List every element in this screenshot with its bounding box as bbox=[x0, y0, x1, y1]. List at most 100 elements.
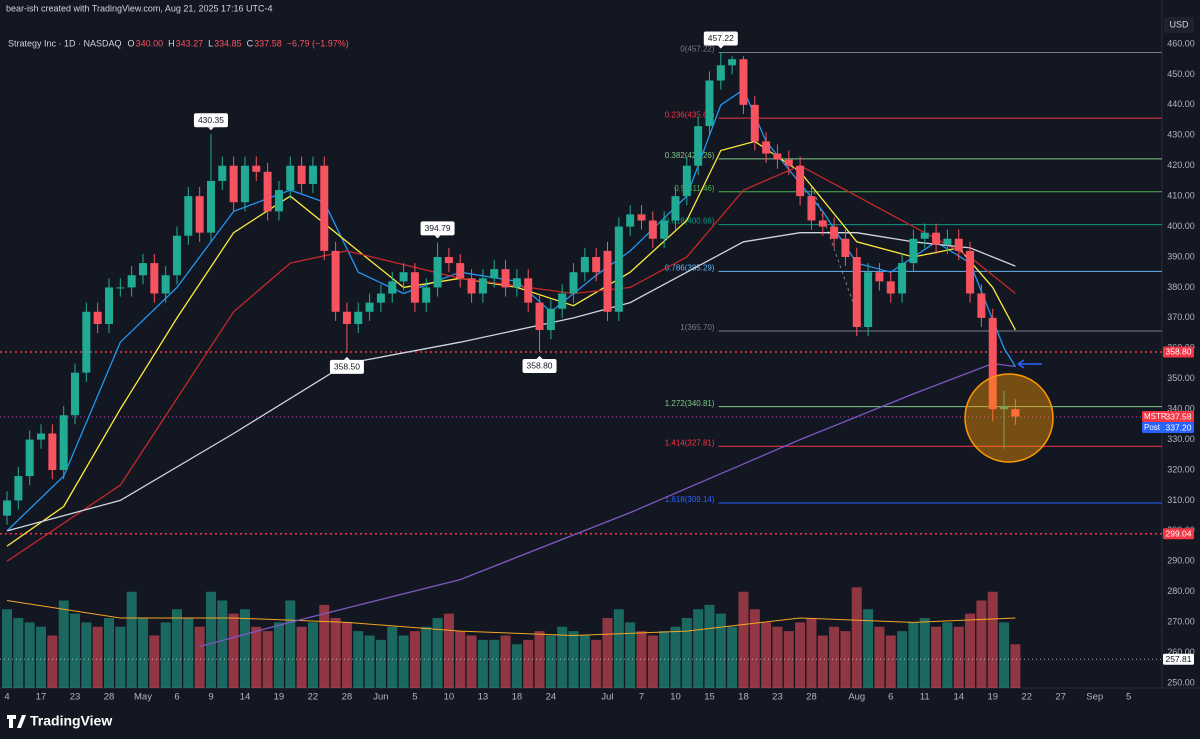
volume-bar bbox=[987, 591, 998, 688]
candle-body bbox=[161, 275, 170, 294]
callout-pointer bbox=[434, 235, 441, 239]
volume-bar bbox=[693, 609, 704, 688]
x-tick-label: 18 bbox=[512, 692, 523, 703]
moving-average bbox=[6, 140, 1016, 547]
volume-bar bbox=[319, 604, 330, 688]
x-tick-label: 28 bbox=[806, 692, 817, 703]
highlight-circle bbox=[964, 373, 1054, 463]
candle-body bbox=[127, 275, 136, 288]
volume-bar bbox=[704, 604, 715, 688]
volume-bar bbox=[398, 635, 409, 688]
callout-box bbox=[703, 31, 738, 46]
callout-box bbox=[193, 113, 228, 128]
y-tick-label: 340.00 bbox=[1167, 404, 1195, 414]
logo-text: TradingView bbox=[30, 713, 112, 729]
candle-body bbox=[660, 220, 669, 239]
candle-body bbox=[762, 141, 771, 154]
fib-label: 0.618(400.66) bbox=[665, 217, 715, 226]
volume-bar bbox=[817, 635, 828, 688]
volume-bar bbox=[625, 622, 636, 688]
candle-body bbox=[728, 59, 737, 66]
callout-pointer bbox=[207, 127, 214, 131]
x-tick-label: Sep bbox=[1086, 692, 1103, 703]
volume-bar bbox=[523, 639, 534, 688]
price-tag bbox=[1163, 346, 1194, 358]
volume-bar bbox=[330, 618, 341, 688]
volume-bar bbox=[965, 613, 976, 688]
volume-bar bbox=[92, 626, 103, 688]
fib-label: 0(457.22) bbox=[680, 45, 715, 54]
volume-bar bbox=[681, 618, 692, 688]
legend-key: C bbox=[247, 38, 254, 48]
x-tick-label: 7 bbox=[639, 692, 644, 703]
price-tag-label: 337.58 bbox=[1166, 411, 1192, 421]
volume-bar bbox=[285, 600, 296, 688]
candle-body bbox=[648, 220, 657, 239]
callout-label: 457.22 bbox=[708, 33, 734, 43]
candle-body bbox=[988, 317, 997, 410]
candle-body bbox=[478, 278, 487, 294]
volume-bar bbox=[477, 639, 488, 688]
volume-bar bbox=[761, 622, 772, 688]
volume-bar bbox=[307, 622, 318, 688]
x-tick-label: 18 bbox=[738, 692, 749, 703]
y-tick-label: 320.00 bbox=[1167, 464, 1195, 474]
x-tick-label: 17 bbox=[36, 692, 47, 703]
candle-body bbox=[932, 232, 941, 245]
legend-change: −6.79 (−1.97%) bbox=[287, 38, 349, 48]
x-tick-label: 15 bbox=[704, 692, 715, 703]
candle-body bbox=[875, 272, 884, 282]
arrow bbox=[1017, 359, 1042, 369]
volume-bar bbox=[806, 618, 817, 688]
volume-bar bbox=[999, 622, 1010, 688]
candle-body bbox=[524, 278, 533, 303]
volume-bar bbox=[217, 600, 228, 688]
volume-bar bbox=[738, 591, 749, 688]
candle-body bbox=[354, 311, 363, 324]
candle-body bbox=[558, 293, 567, 309]
x-tick-label: 6 bbox=[888, 692, 893, 703]
volume-bar bbox=[557, 626, 568, 688]
fib-label: 1.272(340.81) bbox=[665, 399, 715, 408]
candle-body bbox=[229, 165, 238, 203]
callout-box bbox=[522, 358, 557, 373]
y-tick-label: 400.00 bbox=[1167, 221, 1195, 231]
logo-icon bbox=[7, 715, 26, 728]
candle-body bbox=[286, 165, 295, 191]
volume-bar bbox=[545, 635, 556, 688]
volume-bar bbox=[500, 635, 511, 688]
x-tick-label: 22 bbox=[308, 692, 319, 703]
fib-label: 1.414(327.81) bbox=[665, 438, 715, 447]
price-tag bbox=[1163, 653, 1194, 665]
x-tick-label: 10 bbox=[444, 692, 455, 703]
candle-body bbox=[456, 263, 465, 279]
fib-label: 0.382(422.26) bbox=[665, 151, 715, 160]
legend-value: 340.00 bbox=[136, 38, 164, 48]
legend-value: 343.27 bbox=[176, 38, 204, 48]
candle-body bbox=[807, 196, 816, 221]
legend-value: 334.85 bbox=[214, 38, 242, 48]
moving-average bbox=[199, 362, 1016, 648]
volume-bar bbox=[795, 622, 806, 688]
volume-bar bbox=[432, 618, 443, 688]
candle-body bbox=[716, 65, 725, 81]
volume-bar bbox=[149, 635, 160, 688]
callout-label: 358.50 bbox=[334, 362, 360, 372]
volume-bar bbox=[749, 609, 760, 688]
volume-bar bbox=[13, 618, 24, 688]
candle-body bbox=[966, 250, 975, 294]
volume-bar bbox=[160, 622, 171, 688]
candle-body bbox=[739, 59, 748, 105]
volume-bar bbox=[421, 626, 432, 688]
candle-body bbox=[263, 171, 272, 212]
candle-body bbox=[886, 281, 895, 294]
fib-label: 0.236(435.62) bbox=[665, 110, 715, 119]
candle-body bbox=[535, 302, 544, 331]
y-tick-label: 420.00 bbox=[1167, 160, 1195, 170]
x-tick-label: 27 bbox=[1055, 692, 1066, 703]
y-tick-label: 440.00 bbox=[1167, 99, 1195, 109]
candle-body bbox=[14, 476, 23, 501]
y-tick-label: 390.00 bbox=[1167, 251, 1195, 261]
volume-bar bbox=[613, 609, 624, 688]
candle-body bbox=[308, 165, 317, 184]
